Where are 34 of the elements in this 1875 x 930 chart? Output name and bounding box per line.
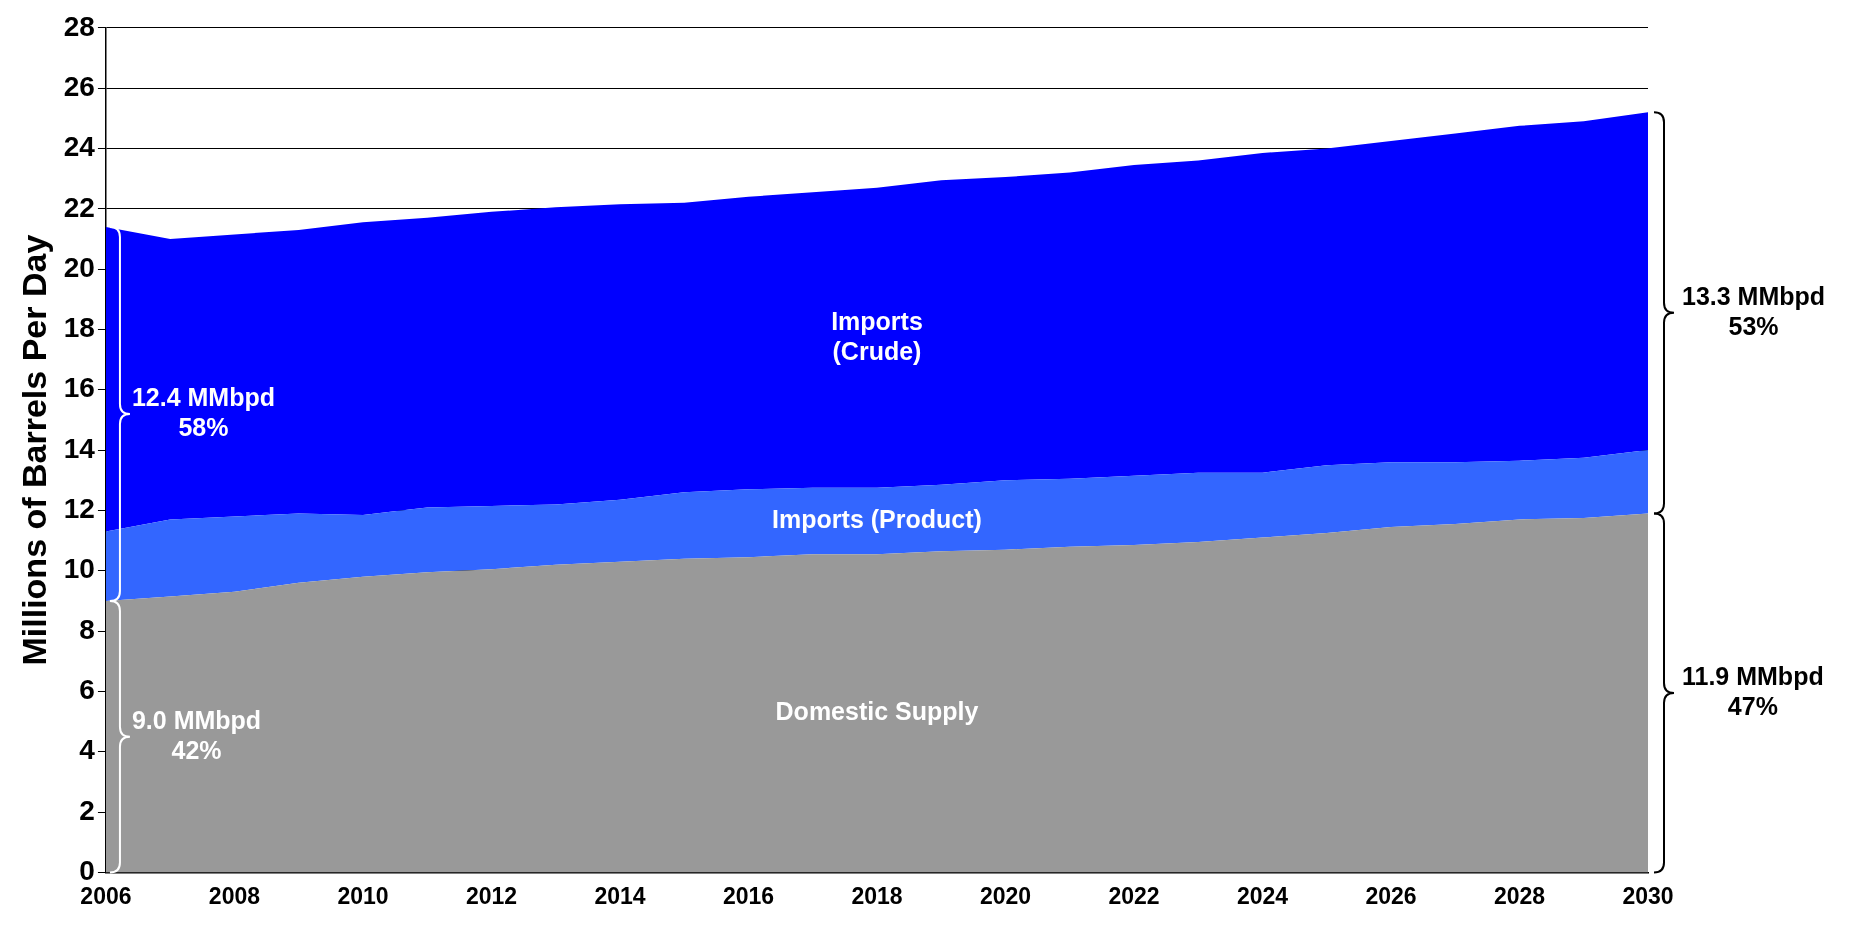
x-tick-label: 2022 <box>1108 882 1160 909</box>
text: 13.3 MMbpd 53% <box>1681 281 1826 340</box>
x-tick-label: 2014 <box>594 882 646 909</box>
y-tick-label: 18 <box>63 312 95 344</box>
x-tick-label: 2012 <box>465 882 518 909</box>
y-tick-label: 8 <box>79 613 95 645</box>
y-tick-label: 26 <box>63 70 95 102</box>
series-label: Imports (Crude) <box>831 306 923 365</box>
y-tick-label: 24 <box>63 131 96 163</box>
y-tick-label: 22 <box>63 191 95 223</box>
y-tick-label: 20 <box>63 251 95 283</box>
series-label: Imports (Product) <box>772 504 982 533</box>
y-tick-label: 14 <box>63 432 96 464</box>
x-tick-label: 2020 <box>979 882 1032 909</box>
y-axis-title: Millions of Barrels Per Day <box>14 234 53 666</box>
x-tick-label: 2024 <box>1236 882 1289 909</box>
annotation: 12.4 MMbpd 58% <box>131 382 276 441</box>
series-label: Domestic Supply <box>775 697 979 726</box>
x-tick-label: 2030 <box>1622 882 1674 909</box>
y-tick-label: 10 <box>63 553 95 585</box>
annotation: 9.0 MMbpd 42% <box>131 705 262 764</box>
y-tick-label: 28 <box>63 10 95 42</box>
x-tick-label: 2008 <box>208 882 261 909</box>
x-tick-label: 2018 <box>851 882 903 909</box>
text: 11.9 MMbpd 47% <box>1682 661 1824 720</box>
y-tick-label: 2 <box>79 794 95 826</box>
x-tick-label: 2028 <box>1493 882 1546 909</box>
x-tick-label: 2010 <box>337 882 389 909</box>
y-tick-label: 4 <box>79 734 96 766</box>
x-tick-label: 2026 <box>1365 882 1417 909</box>
y-tick-label: 12 <box>63 493 95 525</box>
y-tick-label: 6 <box>79 674 95 706</box>
x-tick-label: 2016 <box>722 882 775 909</box>
y-tick-label: 16 <box>63 372 95 404</box>
